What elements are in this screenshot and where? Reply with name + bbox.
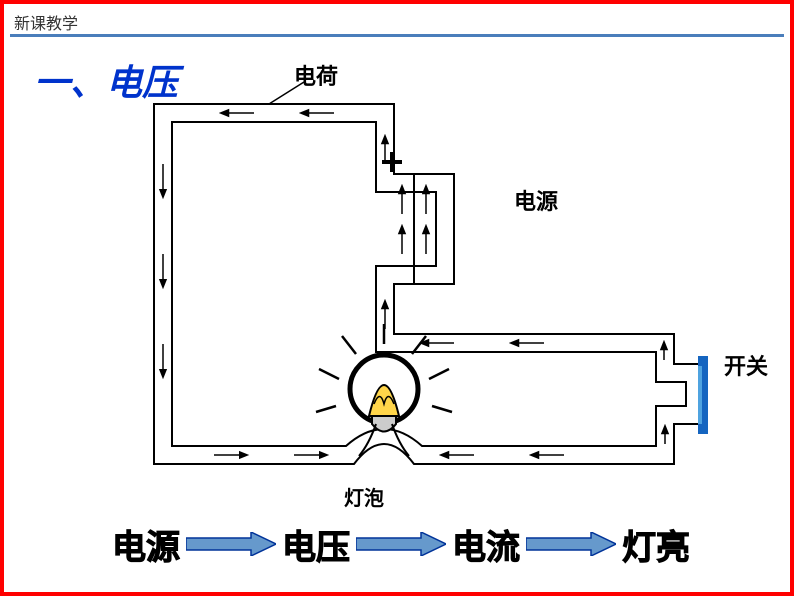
flow-row: 电源 电压 电流 灯亮 [4,514,794,574]
label-source: 电源 [514,184,558,216]
flow-arrow-icon [356,532,446,556]
slide-header: 新课教学 [8,8,84,36]
label-charge: 电荷 [294,59,338,91]
flow-word-2: 电压 [282,520,350,569]
circuit-pipe [154,104,704,464]
flow-word-1: 电源 [112,520,180,569]
flow-arrow-icon [186,532,276,556]
label-bulb: 灯泡 [344,482,384,511]
flow-arrow-icon [526,532,616,556]
flow-word-3: 电流 [452,520,520,569]
label-switch: 开关 [724,349,768,381]
header-divider [10,34,784,37]
bulb-icon [316,324,452,456]
switch-icon [698,356,708,434]
circuit-diagram [4,44,794,504]
flow-word-4: 灯亮 [622,520,690,569]
